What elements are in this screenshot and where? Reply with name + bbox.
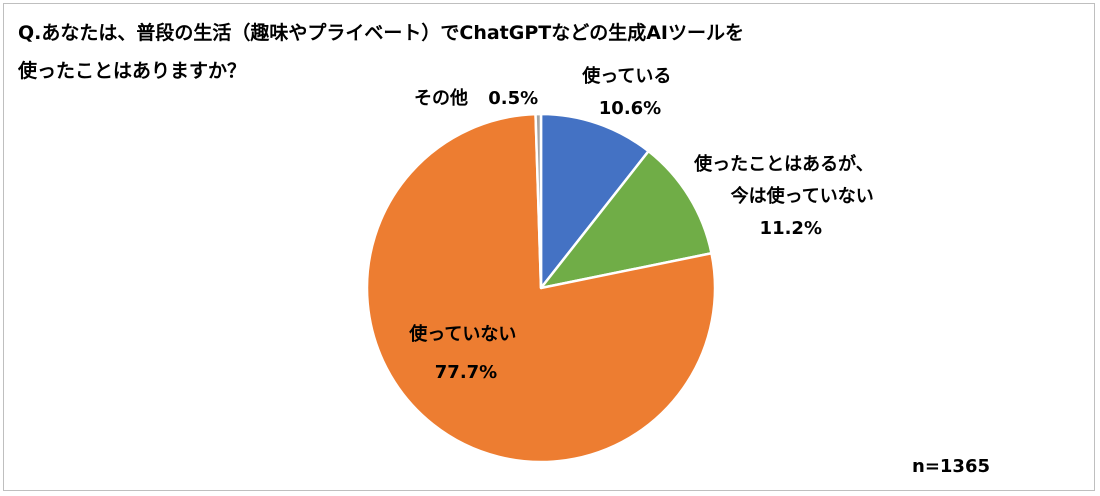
slice-label-using-line-1: 使っている (581, 66, 671, 87)
slice-label-used-before: 使ったことはあるが、 今は使っていない 11.2% (693, 153, 880, 239)
title-line-2: 使ったことはありますか？ (18, 60, 247, 82)
slice-value-used-before: 11.2% (760, 218, 822, 239)
pie-slice-using (539, 112, 650, 290)
slice-label-used-before-line-1: 使ったことはあるが、 (693, 153, 874, 175)
slice-label-using: 使っている 10.6% (581, 66, 677, 119)
slice-value-other: 0.5% (488, 88, 538, 109)
slice-value-using: 10.6% (599, 98, 661, 119)
slice-label-used-before-line-2: 今は使っていない (731, 185, 874, 207)
pie-slices (365, 112, 717, 464)
slice-value-not-using: 77.7% (435, 362, 497, 383)
slice-label-not-using-line-1: 使っていない (408, 324, 516, 345)
sample-size-note: n=1365 (912, 456, 990, 477)
title-line-1: Q.あなたは、普段の生活（趣味やプライベート）でChatGPTなどの生成AIツー… (18, 22, 745, 44)
chart-title: Q.あなたは、普段の生活（趣味やプライベート）でChatGPTなどの生成AIツー… (18, 14, 898, 90)
pie-slice-other (534, 112, 543, 290)
slice-label-not-using: 使っていない 77.7% (408, 324, 522, 383)
slice-label-other-name: その他 (414, 87, 468, 109)
slice-label-other: その他 0.5% (414, 87, 538, 109)
pie-slice-used-before (539, 149, 713, 290)
